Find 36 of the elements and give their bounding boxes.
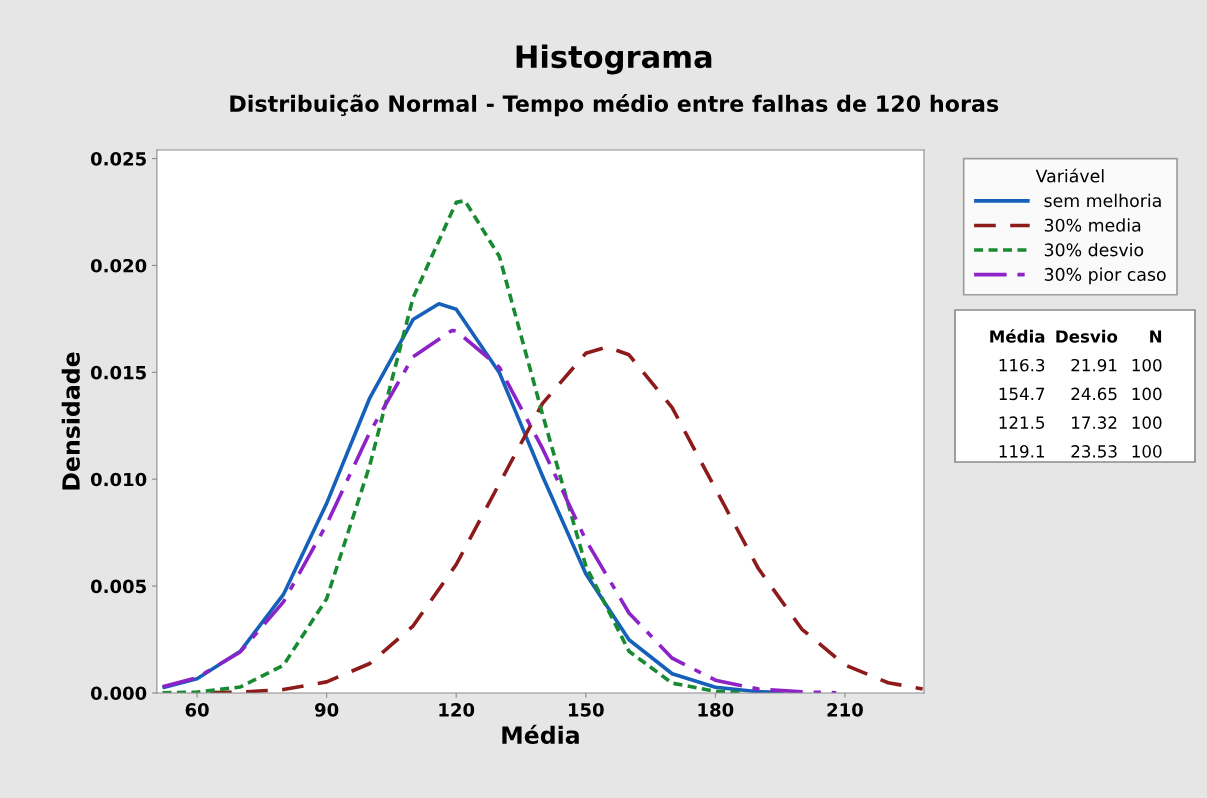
text: 100	[1132, 416, 1162, 429]
x-tick-label: 120	[439, 703, 475, 717]
y-tick-label: 0.025	[90, 152, 146, 166]
text: Média	[990, 329, 1045, 343]
x-tick-label: 60	[185, 703, 209, 717]
x-tick-label: 180	[698, 703, 734, 717]
y-axis-title: Densidade	[61, 352, 80, 490]
chart-title: Histograma	[516, 44, 712, 75]
chart-subtitle: Distribuição Normal - Tempo médio entre falhas de 120 horas	[230, 93, 999, 117]
text: 24.65	[1071, 387, 1117, 401]
text: 21.91	[1071, 358, 1117, 372]
text: 121.5	[999, 416, 1045, 429]
legend-title: Variável	[1035, 168, 1104, 183]
y-tick-label: 0.020	[90, 258, 147, 273]
x-tick-label: 90	[315, 703, 339, 717]
x-axis-title: Média	[502, 724, 579, 745]
text: 23.53	[1071, 445, 1117, 458]
text: N	[1150, 330, 1162, 343]
text: 100	[1132, 445, 1162, 458]
y-tick-label: 0.005	[90, 579, 146, 594]
text: 100	[1132, 358, 1162, 372]
text: 116.3	[999, 358, 1045, 372]
text: 119.1	[999, 445, 1044, 458]
text: 100	[1132, 387, 1162, 401]
text: Desvio	[1056, 329, 1118, 343]
legend-label: 30% pior caso	[1044, 267, 1166, 285]
y-tick-label: 0.015	[90, 365, 146, 380]
y-tick-label: 0.010	[90, 472, 147, 487]
legend-label: 30% media	[1044, 218, 1141, 232]
text: 17.32	[1072, 416, 1117, 429]
x-tick-label: 210	[827, 703, 863, 717]
y-tick-label: 0.000	[90, 686, 147, 701]
text: 154.7	[999, 387, 1045, 401]
legend-label: 30% desvio	[1044, 242, 1144, 257]
legend-label: sem melhoria	[1044, 193, 1161, 208]
x-tick-label: 150	[568, 703, 604, 717]
